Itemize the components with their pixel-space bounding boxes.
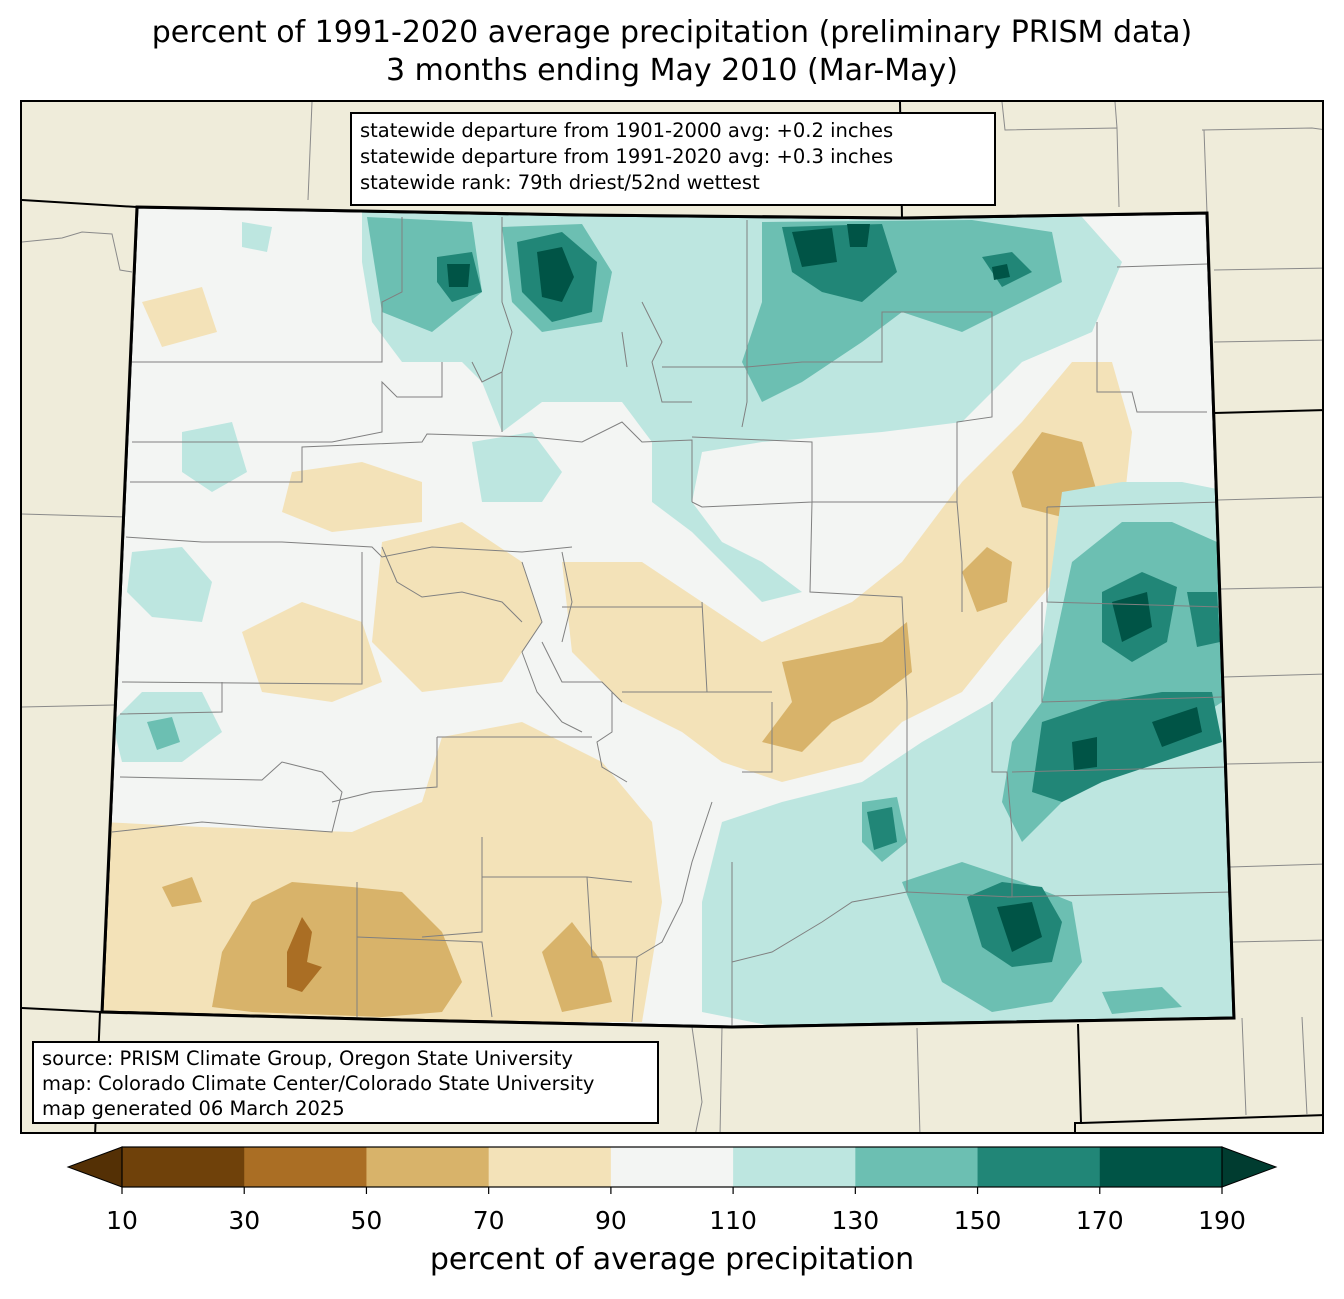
stats-rank: statewide rank: 79th driest/52nd wettest: [360, 171, 760, 194]
colorbar-tick-label: 110: [709, 1206, 757, 1235]
colorbar-bin-50-70: [366, 1147, 490, 1187]
credits-generated: map generated 06 March 2025: [42, 1097, 345, 1120]
colorbar-bin-30-50: [244, 1147, 367, 1187]
colorbar-tick-label: 70: [473, 1206, 505, 1235]
colorbar-bin-90-110: [610, 1147, 734, 1187]
stats-departure-1991-2020: statewide departure from 1991-2020 avg: …: [360, 145, 894, 168]
colorbar-over-arrow: [1221, 1146, 1278, 1188]
map-panel: [20, 100, 1324, 1134]
colorbar-outline: [121, 1146, 1223, 1188]
colorado-county-lines: [111, 217, 1233, 1027]
colorbar-tick-label: 130: [831, 1206, 879, 1235]
colorbar-bin-170-190: [1099, 1147, 1223, 1187]
stats-departure-1901-2000: statewide departure from 1901-2000 avg: …: [360, 119, 894, 142]
colorbar-under-arrow: [66, 1146, 123, 1188]
colorbar-tick-label: 30: [228, 1206, 260, 1235]
neighbor-county-lines: [22, 102, 1322, 1132]
colorbar-tick-label: 90: [595, 1206, 627, 1235]
colorbar-bin-10-30: [122, 1147, 245, 1187]
colorbar-tick-label: 170: [1076, 1206, 1124, 1235]
colorbar: 10 30 50 70 90 110 130 150 170 190: [66, 1146, 1278, 1235]
precipitation-field: [102, 207, 1234, 1027]
colorbar-bin-110-130: [733, 1147, 856, 1187]
map-title-line2: 3 months ending May 2010 (Mar-May): [386, 53, 958, 88]
credits-source: source: PRISM Climate Group, Oregon Stat…: [42, 1047, 573, 1070]
precipitation-map: [22, 102, 1322, 1132]
statewide-stats-box: statewide departure from 1901-2000 avg: …: [350, 112, 996, 206]
colorbar-label: percent of average precipitation: [429, 1242, 915, 1277]
colorbar-tick-label: 190: [1198, 1206, 1246, 1235]
colorbar-bin-70-90: [488, 1147, 612, 1187]
map-title-line1: percent of 1991-2020 average precipitati…: [151, 15, 1193, 50]
colorbar-tick-label: 150: [954, 1206, 1002, 1235]
colorbar-bin-130-150: [855, 1147, 979, 1187]
colorado-state-border: [100, 205, 1236, 1029]
credits-map: map: Colorado Climate Center/Colorado St…: [42, 1072, 595, 1095]
colorbar-tick-label: 50: [351, 1206, 383, 1235]
colorbar-bin-150-170: [977, 1147, 1101, 1187]
colorbar-tick-label: 10: [106, 1206, 138, 1235]
credits-box: source: PRISM Climate Group, Oregon Stat…: [32, 1041, 659, 1124]
